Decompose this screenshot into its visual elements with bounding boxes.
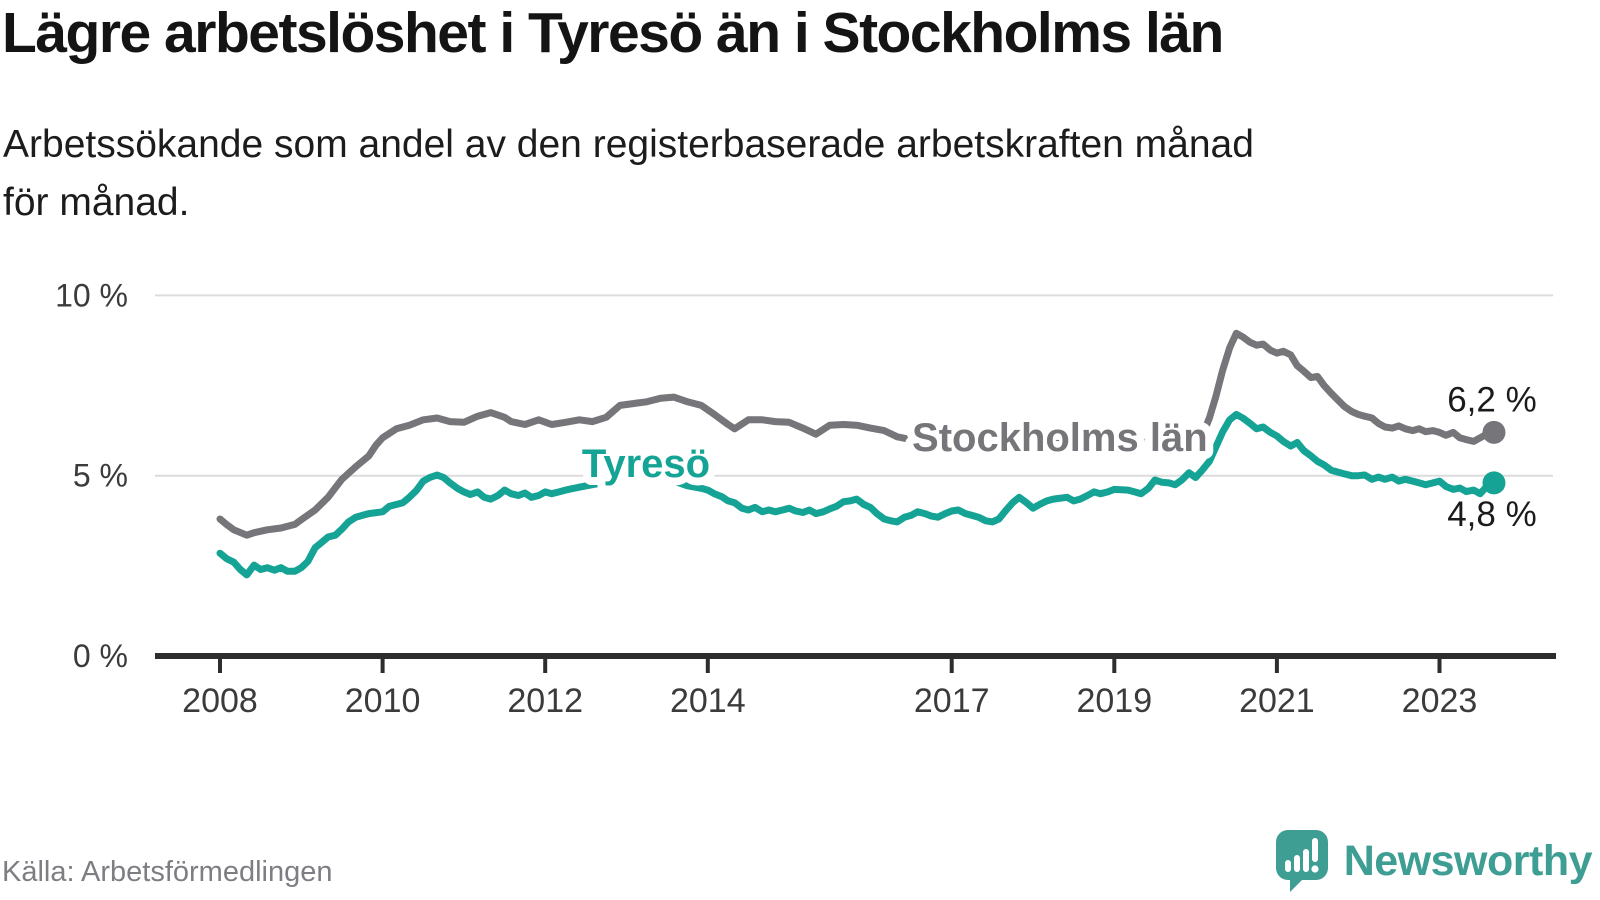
end-value-label-stockholms-lan: 6,2 % bbox=[1447, 380, 1537, 419]
series-line-tyreso bbox=[216, 410, 1498, 579]
x-tick-label: 2023 bbox=[1402, 682, 1478, 720]
end-dot-tyreso bbox=[1482, 471, 1506, 495]
source-note: Källa: Arbetsförmedlingen bbox=[2, 856, 333, 888]
x-tick-label: 2010 bbox=[345, 682, 421, 720]
end-dot-stockholms-lan bbox=[1482, 420, 1506, 444]
newsworthy-wordmark: Newsworthy bbox=[1343, 836, 1593, 885]
subtitle-line-1: Arbetssökande som andel av den registerb… bbox=[3, 123, 1254, 166]
newsworthy-icon bbox=[1275, 830, 1328, 892]
x-tick-label: 2019 bbox=[1076, 682, 1152, 720]
x-tick-label: 2008 bbox=[182, 682, 258, 720]
x-tick-label: 2014 bbox=[670, 682, 746, 720]
y-tick-label: 5 % bbox=[73, 458, 128, 494]
series-line-stockholms-lan bbox=[216, 329, 1498, 539]
series-label-stockholms-lan: Stockholms län bbox=[912, 416, 1208, 460]
y-tick-label: 10 % bbox=[55, 277, 128, 313]
chart-title: Lägre arbetslöshet i Tyresö än i Stockho… bbox=[2, 1, 1224, 65]
series-label-tyreso: Tyresö bbox=[582, 442, 710, 486]
end-value-label-tyreso: 4,8 % bbox=[1447, 495, 1537, 534]
x-tick-label: 2017 bbox=[914, 682, 990, 720]
subtitle-line-2: för månad. bbox=[3, 180, 190, 224]
y-tick-label: 0 % bbox=[73, 638, 128, 674]
x-tick-label: 2012 bbox=[507, 682, 583, 720]
x-tick-label: 2021 bbox=[1239, 682, 1315, 720]
newsworthy-logo: Newsworthy bbox=[1275, 830, 1593, 892]
chart-subtitle: Arbetssökande som andel av den registerb… bbox=[3, 116, 1583, 231]
